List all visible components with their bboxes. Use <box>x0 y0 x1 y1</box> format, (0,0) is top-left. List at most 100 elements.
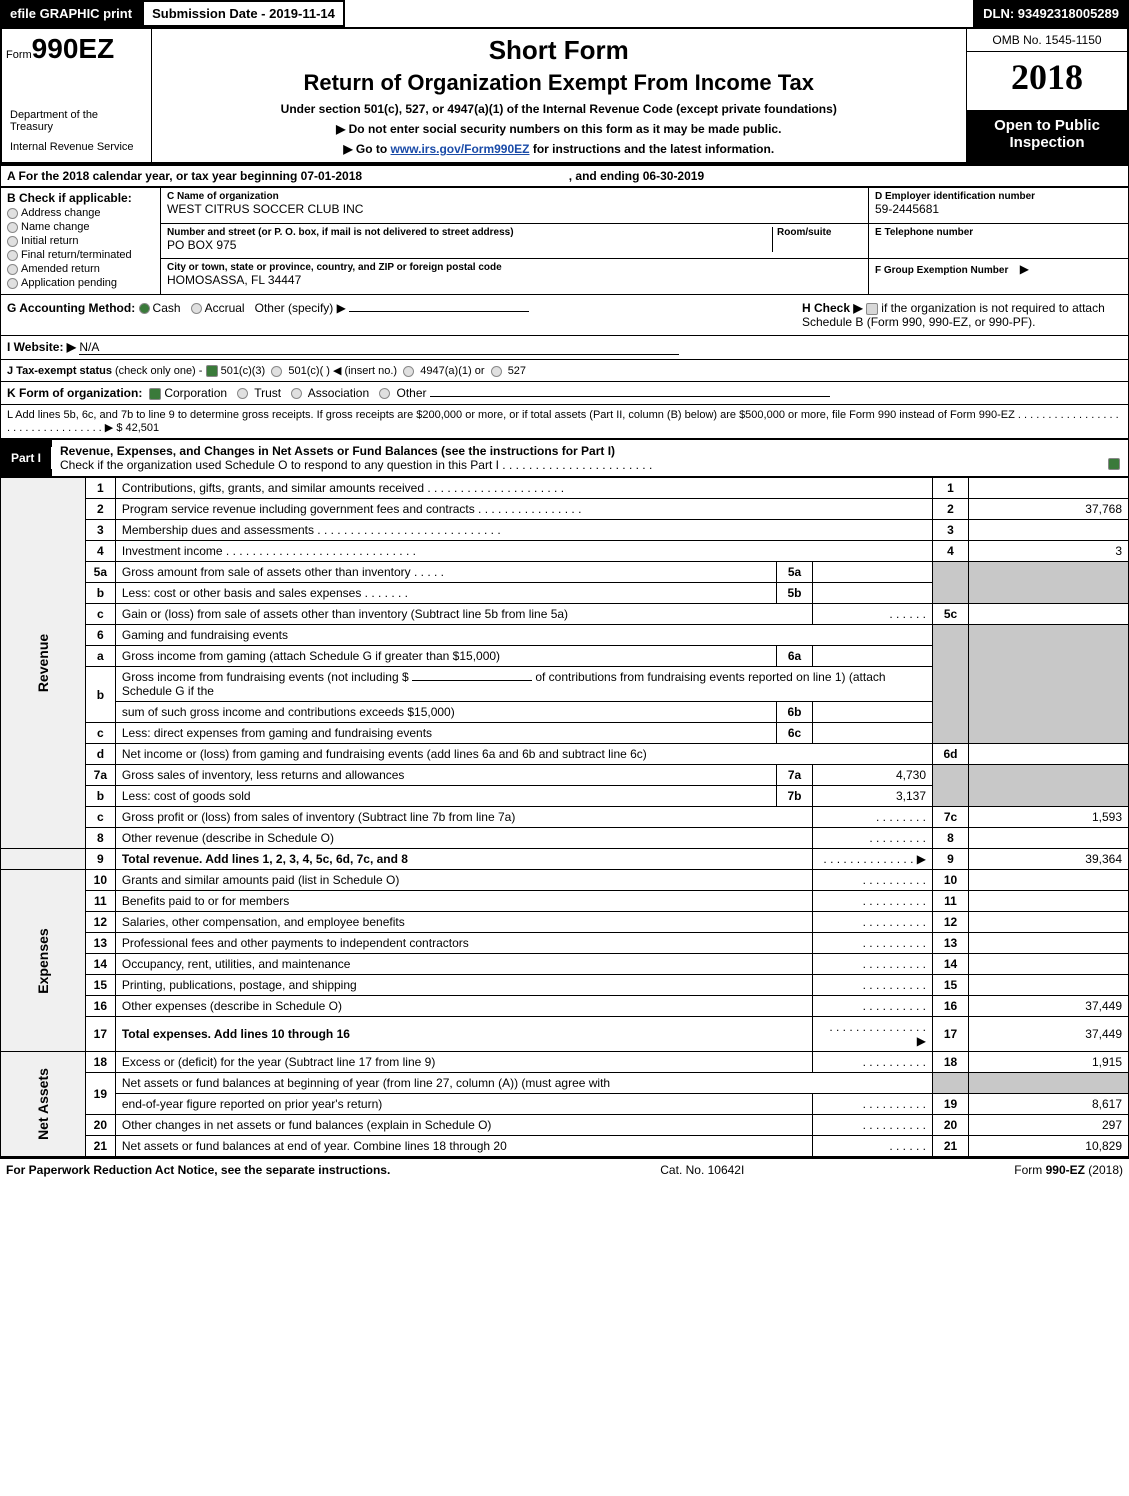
short-form-title: Short Form <box>158 35 961 66</box>
dln-number: DLN: 93492318005289 <box>973 0 1129 27</box>
omb-number: OMB No. 1545-1150 <box>967 29 1127 52</box>
inline-box-7a: 7a <box>777 765 813 786</box>
form-header: Form990EZ Department of the Treasury Int… <box>0 27 1129 164</box>
opt-other: Other <box>397 386 427 400</box>
schedule-o-checkbox[interactable] <box>1108 458 1120 470</box>
amt-2: 37,768 <box>969 499 1129 520</box>
accounting-method-label: G Accounting Method: <box>7 301 135 315</box>
line-19b-text: end-of-year figure reported on prior yea… <box>115 1094 812 1115</box>
radio-corporation[interactable] <box>149 388 161 400</box>
tax-year-end: , and ending 06-30-2019 <box>569 169 704 183</box>
row-num: a <box>85 646 115 667</box>
goto-prefix: ▶ Go to <box>343 142 390 156</box>
row-num: 6 <box>85 625 115 646</box>
line-12-text: Salaries, other compensation, and employ… <box>115 912 812 933</box>
dots-21: . . . . . . <box>813 1136 933 1157</box>
check-name-change[interactable]: Name change <box>7 221 154 233</box>
amt-20: 297 <box>969 1115 1129 1136</box>
line-7c-text: Gross profit or (loss) from sales of inv… <box>115 807 812 828</box>
box-18: 18 <box>933 1052 969 1073</box>
box-19: 19 <box>933 1094 969 1115</box>
radio-other-org[interactable] <box>379 388 390 399</box>
radio-association[interactable] <box>291 388 302 399</box>
website-value: N/A <box>79 340 679 355</box>
tax-year: 2018 <box>967 52 1127 102</box>
dots-17: . . . . . . . . . . . . . . . ▶ <box>813 1017 933 1052</box>
section-j: J Tax-exempt status (check only one) - 5… <box>0 360 1129 382</box>
dots: . . . . . . . . . . <box>813 933 933 954</box>
top-bar: efile GRAPHIC print Submission Date - 20… <box>0 0 1129 27</box>
check-application-pending[interactable]: Application pending <box>7 277 154 289</box>
amt-5c <box>969 604 1129 625</box>
box-15: 15 <box>933 975 969 996</box>
section-g-h: G Accounting Method: Cash Accrual Other … <box>0 295 1129 336</box>
check-amended-return[interactable]: Amended return <box>7 263 154 275</box>
box-5c: 5c <box>933 604 969 625</box>
phone-label: E Telephone number <box>875 227 1122 238</box>
dots: . . . . . . . . . . <box>813 891 933 912</box>
dots-10: . . . . . . . . . . <box>813 870 933 891</box>
amt-3 <box>969 520 1129 541</box>
radio-cash[interactable] <box>139 303 150 314</box>
irs-link[interactable]: www.irs.gov/Form990EZ <box>391 142 530 156</box>
row-num: 16 <box>85 996 115 1017</box>
line-14-text: Occupancy, rent, utilities, and maintena… <box>115 954 812 975</box>
inline-box-7b: 7b <box>777 786 813 807</box>
part-1-table: Revenue 1 Contributions, gifts, grants, … <box>0 477 1129 1157</box>
radio-4947[interactable] <box>403 366 414 377</box>
opt-501c: 501(c)( ) ◀ (insert no.) <box>288 365 397 377</box>
val-7b: 3,137 <box>813 786 933 807</box>
goto-suffix: for instructions and the latest informat… <box>529 142 774 156</box>
amt-1 <box>969 478 1129 499</box>
part-1-check-line: Check if the organization used Schedule … <box>60 458 652 472</box>
row-num: 9 <box>85 849 115 870</box>
city-value: HOMOSASSA, FL 34447 <box>167 273 862 287</box>
form-number: 990EZ <box>32 33 115 64</box>
line-5c-text: Gain or (loss) from sale of assets other… <box>115 604 812 625</box>
line-6b-pre: Gross income from fundraising events (no… <box>122 670 412 684</box>
check-initial-return[interactable]: Initial return <box>7 235 154 247</box>
radio-501c3[interactable] <box>206 365 218 377</box>
form-prefix: Form <box>6 49 32 61</box>
radio-501c[interactable] <box>271 366 282 377</box>
row-num: c <box>85 604 115 625</box>
street-value: PO BOX 975 <box>167 238 772 252</box>
dots-8: . . . . . . . . . <box>813 828 933 849</box>
line-2-text: Program service revenue including govern… <box>115 499 932 520</box>
amt-12 <box>969 912 1129 933</box>
section-b-label: B Check if applicable: <box>7 191 154 205</box>
radio-trust[interactable] <box>237 388 248 399</box>
check-address-change[interactable]: Address change <box>7 207 154 219</box>
efile-print-button[interactable]: efile GRAPHIC print <box>0 0 142 27</box>
schedule-b-checkbox[interactable] <box>866 303 878 315</box>
amt-11 <box>969 891 1129 912</box>
box-10: 10 <box>933 870 969 891</box>
line-1-text: Contributions, gifts, grants, and simila… <box>115 478 932 499</box>
line-9-text: Total revenue. Add lines 1, 2, 3, 4, 5c,… <box>122 852 408 866</box>
submission-date: Submission Date - 2019-11-14 <box>142 0 345 27</box>
row-num: 18 <box>85 1052 115 1073</box>
footer-left: For Paperwork Reduction Act Notice, see … <box>6 1163 390 1177</box>
line-15-text: Printing, publications, postage, and shi… <box>115 975 812 996</box>
section-a: A For the 2018 calendar year, or tax yea… <box>0 164 1129 187</box>
box-7c: 7c <box>933 807 969 828</box>
row-num: 13 <box>85 933 115 954</box>
line-6d-text: Net income or (loss) from gaming and fun… <box>115 744 932 765</box>
radio-527[interactable] <box>491 366 502 377</box>
line-5a-text: Gross amount from sale of assets other t… <box>115 562 776 583</box>
check-final-return[interactable]: Final return/terminated <box>7 249 154 261</box>
page-footer: For Paperwork Reduction Act Notice, see … <box>0 1157 1129 1181</box>
box-16: 16 <box>933 996 969 1017</box>
radio-accrual[interactable] <box>191 303 202 314</box>
val-6b <box>813 702 933 723</box>
amt-13 <box>969 933 1129 954</box>
row-num: 17 <box>85 1017 115 1052</box>
room-label: Room/suite <box>777 227 862 238</box>
line-7a-text: Gross sales of inventory, less returns a… <box>115 765 776 786</box>
org-name: WEST CITRUS SOCCER CLUB INC <box>167 202 862 216</box>
cash-label: Cash <box>153 301 181 315</box>
row-num: 19 <box>85 1073 115 1115</box>
line-11-text: Benefits paid to or for members <box>115 891 812 912</box>
inline-box-6b: 6b <box>777 702 813 723</box>
row-num: 12 <box>85 912 115 933</box>
